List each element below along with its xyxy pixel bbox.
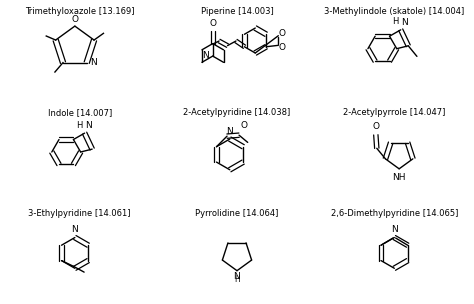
Text: 2,6-Dimethylpyridine [14.065]: 2,6-Dimethylpyridine [14.065] (331, 209, 458, 218)
Text: N: N (85, 121, 92, 130)
Text: N: N (202, 51, 210, 60)
Text: N: N (227, 127, 233, 136)
Text: O: O (372, 123, 379, 131)
Text: O: O (279, 29, 286, 38)
Text: H: H (234, 275, 240, 284)
Text: NH: NH (392, 173, 406, 182)
Text: 2-Acetylpyridine [14.038]: 2-Acetylpyridine [14.038] (183, 108, 291, 117)
Text: N: N (72, 225, 78, 234)
Text: 2-Acetylpyrrole [14.047]: 2-Acetylpyrrole [14.047] (343, 108, 446, 117)
Text: O: O (279, 43, 286, 52)
Text: Piperine [14.003]: Piperine [14.003] (201, 7, 273, 16)
Text: N: N (234, 272, 240, 281)
Text: H: H (76, 121, 82, 130)
Text: N: N (90, 58, 97, 67)
Text: 3-Ethylpyridine [14.061]: 3-Ethylpyridine [14.061] (28, 209, 131, 218)
Text: O: O (209, 19, 216, 28)
Text: O: O (72, 15, 78, 24)
Text: 3-Methylindole (skatole) [14.004]: 3-Methylindole (skatole) [14.004] (324, 7, 465, 16)
Text: Pyrrolidine [14.064]: Pyrrolidine [14.064] (195, 209, 279, 218)
Text: Trimethyloxazole [13.169]: Trimethyloxazole [13.169] (25, 7, 135, 16)
Text: O: O (240, 121, 247, 130)
Text: H: H (392, 17, 399, 26)
Text: N: N (401, 18, 408, 27)
Text: Indole [14.007]: Indole [14.007] (47, 108, 112, 117)
Text: N: N (391, 225, 398, 234)
